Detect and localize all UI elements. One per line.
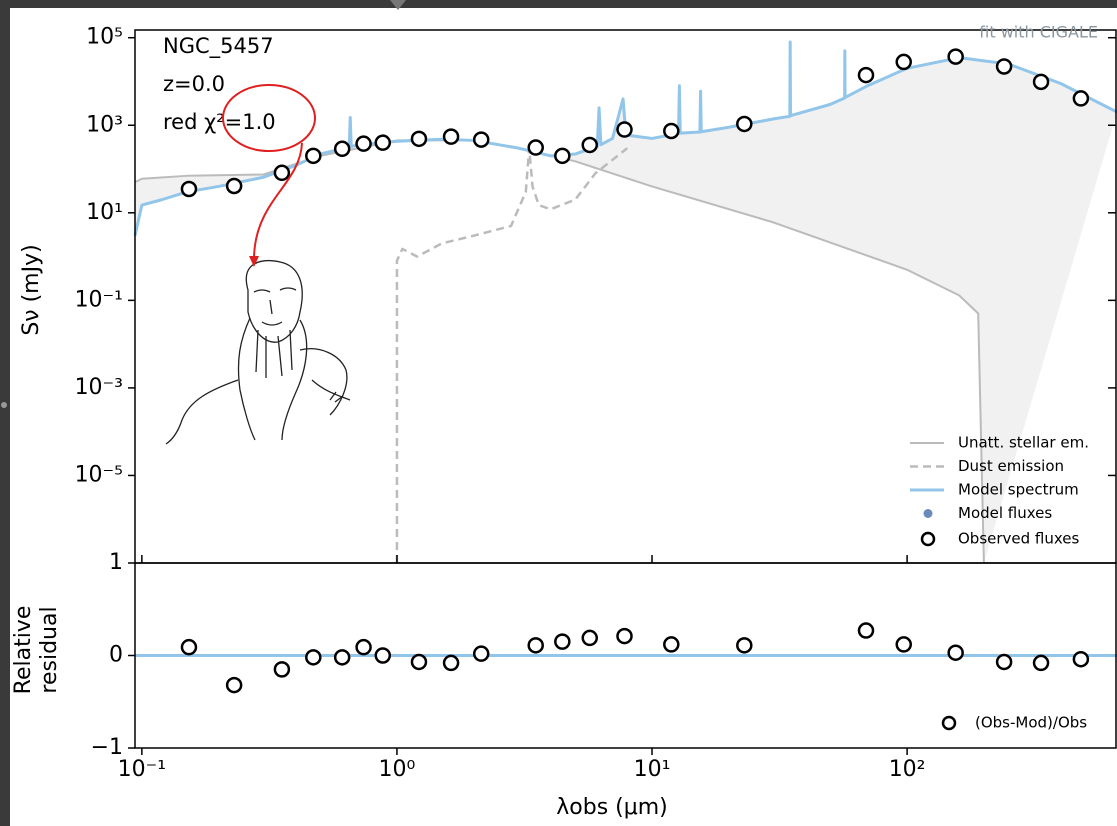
y-tick-label: 10⁻⁵ [75,462,123,487]
observed-point [273,164,291,182]
residual-point [305,649,322,666]
legend-label: (Obs-Mod)/Obs [975,714,1087,732]
y-axis-label: residual [37,606,62,693]
legend-symbol [920,531,936,547]
x-tick-label: 10¹ [634,757,671,782]
info-text: NGC_5457 [163,34,274,59]
observed-point [180,180,198,198]
meme-sketch [165,260,351,445]
observed-point [895,53,912,71]
observed-point [527,139,544,156]
residual-point [180,638,198,656]
plot-area: 10⁵ 10³ 10¹ 10⁻¹ 10⁻³ 10⁻⁵ Sν (mJy) NGC_5457 z=0… [11,23,1117,820]
observed-point [472,131,490,148]
residual-point [374,647,392,664]
y-tick-label: −1 [91,735,123,760]
observed-point [1072,90,1090,107]
observed-point [410,130,428,148]
notch [390,0,406,10]
legend-label: Observed fluxes [958,530,1080,548]
observed-point [333,140,351,158]
y-axis-label: Sν (mJy) [19,244,44,335]
residual-point [581,629,599,647]
arrow-head [249,256,259,267]
residual-point [857,622,875,639]
legend-label: Unatt. stellar em. [958,434,1089,452]
residual-point [472,645,490,662]
legend-symbol [923,509,933,518]
info-text: red χ²=1.0 [163,110,276,134]
y-tick-label: 10⁻¹ [75,287,123,312]
y-tick-label: 0 [109,643,123,668]
observed-point [442,128,460,145]
observed-point [355,135,372,152]
observed-point [305,147,322,165]
shade [135,41,1117,564]
residual-point [554,633,571,650]
y-axis-label: Relative [11,606,36,695]
residual-point [616,627,633,645]
residual-point [355,638,372,656]
y-tick-label: 10⁵ [86,25,123,50]
observed-point [374,134,392,151]
residual-point [527,637,544,654]
legend-symbol [941,715,957,731]
observed-point [663,122,680,140]
info-text: z=0.0 [163,72,225,96]
legend-label: Dust emission [958,457,1064,475]
series-line [395,146,629,563]
arrow [253,142,303,259]
residual-point [1032,654,1050,672]
x-tick-label: 10⁻¹ [118,757,166,782]
dot-handle [1,402,7,408]
residual-point [410,653,428,671]
residual-point [736,637,753,654]
x-axis-label: λobs (μm) [556,795,668,820]
observed-point [225,177,243,195]
x-tick-label: 10² [889,757,926,782]
observed-point [581,136,599,154]
observed-point [995,58,1013,75]
corner-note: fit with CIGALE [979,23,1098,42]
y-tick-label: 1 [109,550,123,575]
x-tick-label: 10⁰ [379,757,416,782]
y-tick-label: 10¹ [86,200,123,225]
observed-point [554,147,571,165]
residual-point [995,653,1013,671]
y-tick-label: 10⁻³ [75,375,123,400]
observed-point [616,121,633,138]
legend-label: Model spectrum [958,481,1079,499]
observed-point [1032,73,1050,91]
residual-point [225,676,243,694]
residual-point [947,644,964,661]
residual-point [895,636,912,653]
residual-point [442,654,460,672]
highlight-ellipse [222,84,316,152]
observed-point [947,48,964,65]
residual-point [1072,650,1090,668]
residual-point [273,661,291,678]
legend-label: Model fluxes [958,504,1052,522]
observed-point [857,66,875,84]
y-tick-label: 10³ [86,112,123,137]
residual-point [663,636,680,653]
observed-point [736,115,753,133]
residual-point [333,649,351,666]
